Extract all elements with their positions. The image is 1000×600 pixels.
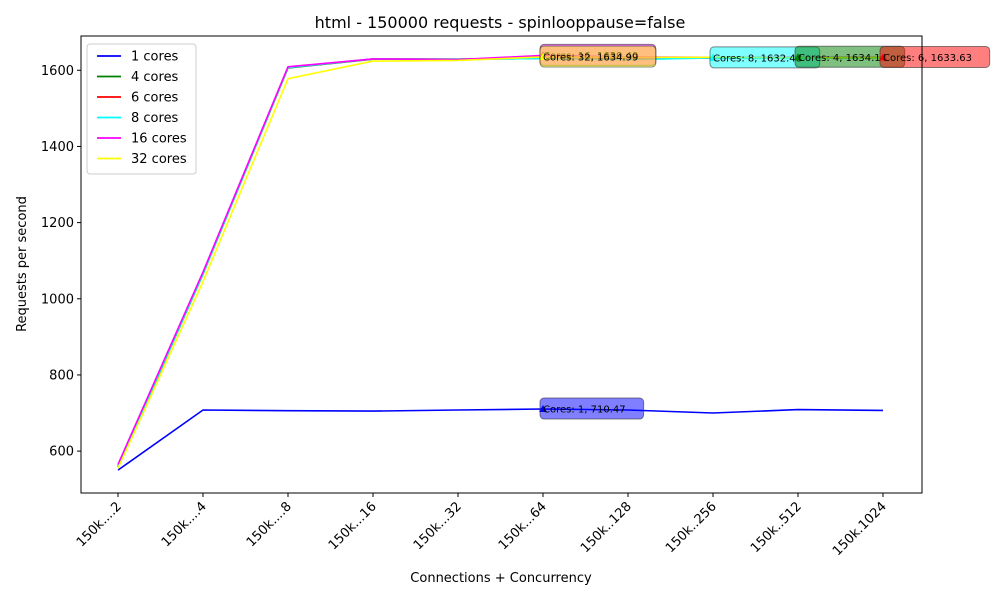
- x-axis-label: Connections + Concurrency: [410, 571, 592, 586]
- annotation-box: [539, 397, 645, 420]
- plot-frame: [80, 35, 923, 494]
- legend-label: 1 cores: [131, 50, 179, 65]
- chart-title: html - 150000 requests - spinlooppause=f…: [315, 13, 686, 32]
- annotation-box: [879, 45, 991, 68]
- y-axis-label: Requests per second: [15, 196, 30, 332]
- series-line-0: [117, 408, 884, 471]
- y-tick-label: 1400: [41, 140, 74, 155]
- annotation-label: Cores: 32, 1634.99: [543, 52, 638, 63]
- legend: 1 cores 4 cores 6 cores 8 cores 16 cores 32 c…: [86, 43, 197, 175]
- annotation-box: [539, 45, 657, 68]
- legend-label: 4 cores: [131, 70, 179, 85]
- y-tick-label: 1000: [41, 292, 74, 307]
- annotation-label: Cores: 4, 1634.14: [798, 53, 887, 64]
- annotation-label: Cores: 6, 1633.63: [883, 53, 972, 64]
- legend-label: 16 cores: [131, 132, 187, 147]
- annotation-label: Cores: 1, 710.47: [543, 405, 626, 416]
- legend-label: 8 cores: [131, 111, 179, 126]
- y-tick-label: 600: [49, 445, 74, 460]
- legend-label: 6 cores: [131, 91, 179, 106]
- y-tick-label: 800: [49, 368, 74, 383]
- y-tick-label: 1600: [41, 64, 74, 79]
- y-tick-label: 1200: [41, 216, 74, 231]
- legend-label: 32 cores: [131, 152, 187, 167]
- annotation-label: Cores: 8, 1632.48: [713, 53, 802, 64]
